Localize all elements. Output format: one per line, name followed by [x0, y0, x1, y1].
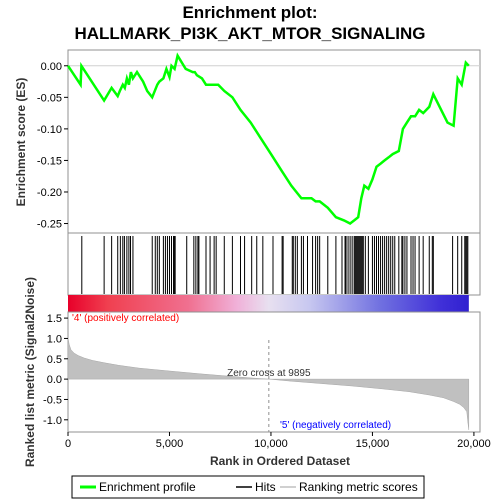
es-y-axis-label: Enrichment score (ES): [14, 78, 28, 207]
x-tick-label: 15,000: [356, 438, 390, 450]
metric-y-axis-label: Ranked list metric (Signal2Noise): [23, 277, 37, 467]
rank-color-bar: [68, 295, 469, 312]
metric-y-ticks: 1.5 1.0 0.5 0.0 -0.5 -1.0: [43, 313, 68, 427]
metric-y-tick-label: 1.5: [47, 313, 62, 325]
es-y-tick-label: -0.05: [37, 92, 62, 104]
legend-hits-label: Hits: [255, 480, 276, 494]
negative-correlation-label: '5' (negatively correlated): [280, 420, 391, 431]
chart-title-line1: Enrichment plot:: [182, 3, 317, 22]
legend-enrichment-label: Enrichment profile: [99, 480, 196, 494]
hit-markers: [81, 236, 469, 294]
es-y-tick-label: -0.20: [37, 187, 62, 199]
metric-y-tick-label: -0.5: [43, 394, 62, 406]
hits-panel-frame: [67, 232, 481, 296]
es-y-tick-label: -0.10: [37, 124, 62, 136]
es-panel: 0.00 -0.05 -0.10 -0.15 -0.20 -0.25 Enrichment…: [14, 49, 481, 234]
legend: Enrichment profile Hits Ranking metric s…: [71, 475, 425, 499]
es-y-ticks: 0.00 -0.05 -0.10 -0.15 -0.20 -0.25: [37, 61, 68, 231]
chart-title-line2: HALLMARK_PI3K_AKT_MTOR_SIGNALING: [74, 24, 425, 43]
es-y-tick-label: -0.25: [37, 219, 62, 231]
ranking-metric-area: [67, 337, 470, 431]
legend-metric-label: Ranking metric scores: [299, 480, 418, 494]
zero-cross-label: Zero cross at 9895: [227, 368, 311, 379]
x-axis: 0 5,000 10,000 15,000 20,000: [65, 432, 491, 450]
hits-panel: [67, 232, 481, 296]
x-tick-label: 20,000: [457, 438, 491, 450]
es-y-tick-label: -0.15: [37, 155, 62, 167]
metric-panel: 1.5 1.0 0.5 0.0 -0.5 -1.0 '4' (positively cor…: [23, 277, 481, 467]
x-tick-label: 10,000: [254, 438, 288, 450]
es-panel-frame: [67, 49, 481, 234]
metric-y-tick-label: 0.0: [47, 374, 62, 386]
x-tick-label: 5,000: [156, 438, 184, 450]
metric-y-tick-label: 0.5: [47, 354, 62, 366]
rank-gradient-bar: [68, 295, 469, 312]
positive-correlation-label: '4' (positively correlated): [72, 313, 179, 324]
x-axis-label: Rank in Ordered Dataset: [210, 454, 350, 468]
metric-y-tick-label: -1.0: [43, 415, 62, 427]
enrichment-profile-line: [66, 52, 470, 225]
metric-y-tick-label: 1.0: [47, 333, 62, 345]
x-tick-label: 0: [65, 438, 71, 450]
es-y-tick-label: 0.00: [41, 61, 62, 73]
